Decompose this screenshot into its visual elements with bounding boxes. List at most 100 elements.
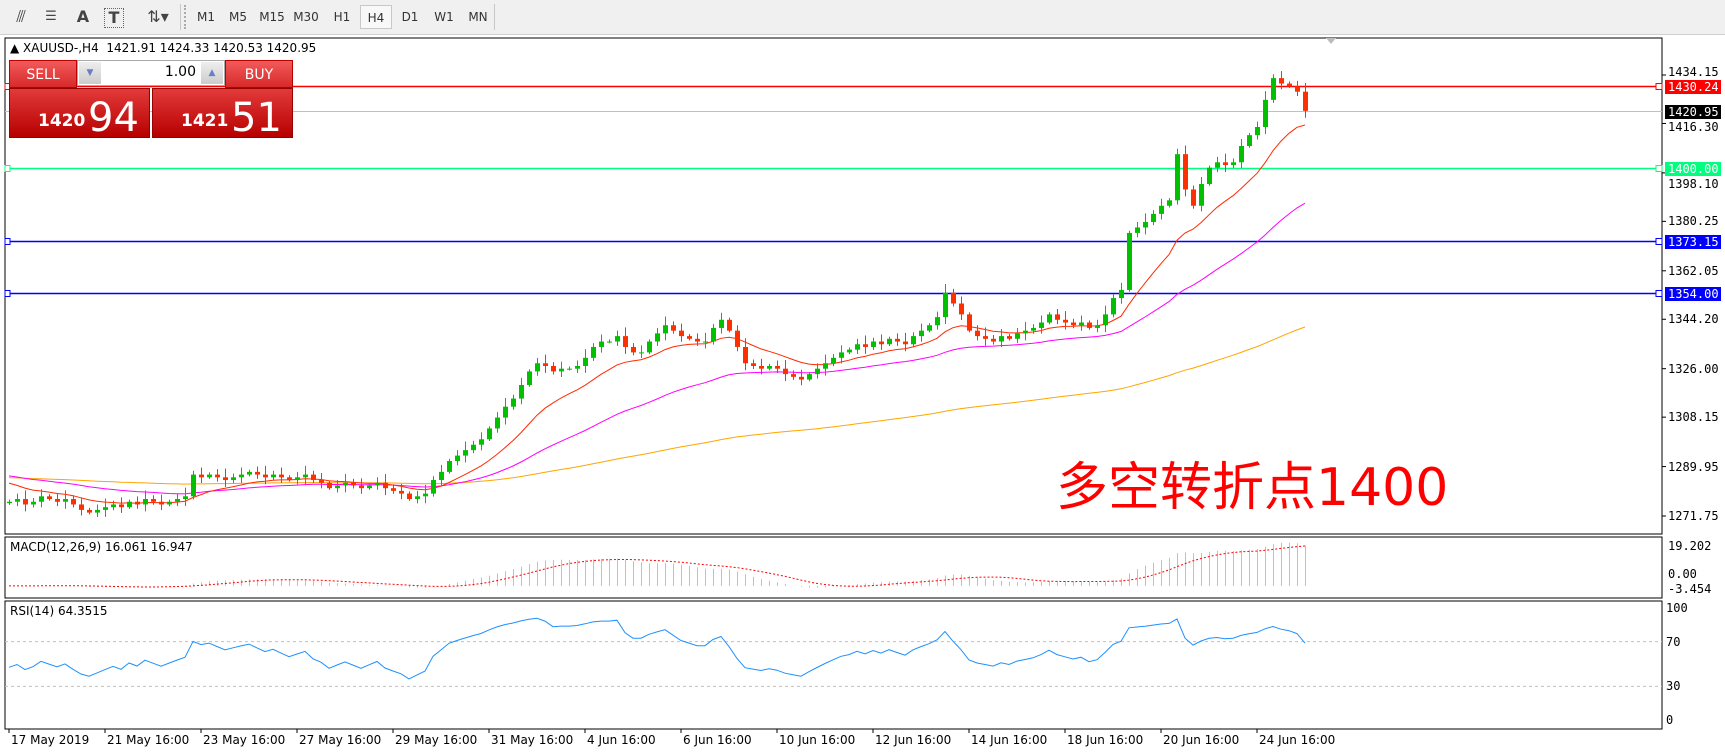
candle-body [31, 501, 36, 505]
rsi-label: RSI(14) 64.3515 [10, 604, 108, 618]
increase-lot-icon[interactable]: ▲ [201, 62, 223, 84]
candle-body [103, 507, 108, 510]
candle-body [967, 314, 972, 331]
candle-body [231, 477, 236, 481]
toolbar-grip[interactable] [184, 5, 188, 29]
time-axis-label: 17 May 2019 [11, 733, 90, 747]
candle-body [1119, 289, 1124, 299]
candle-body [1263, 99, 1268, 128]
sell-price-pips: 94 [88, 95, 139, 141]
bid-price-tag: 1420.95 [1665, 104, 1721, 119]
decrease-lot-icon[interactable]: ▼ [79, 62, 101, 84]
time-axis-label: 14 Jun 16:00 [971, 733, 1048, 747]
level-handle [4, 165, 11, 172]
time-axis-label: 18 Jun 16:00 [1067, 733, 1144, 747]
candle-body [887, 338, 892, 345]
price-axis-label: 1362.05 [1668, 263, 1719, 278]
candle-body [1031, 327, 1036, 331]
candle-body [1191, 189, 1196, 206]
buy-price-prefix: 1421 [181, 111, 229, 131]
candle-body [647, 341, 652, 353]
candle-body [151, 499, 156, 502]
candle-body [1055, 314, 1060, 320]
candle-body [495, 417, 500, 429]
candle-body [263, 474, 268, 478]
timeframe-m15[interactable]: M15 [259, 10, 285, 24]
price-axis-label: 1271.75 [1668, 509, 1719, 523]
lot-size-input[interactable]: 1.00 [164, 64, 196, 80]
candle-body [991, 338, 996, 342]
candle-body [527, 371, 532, 385]
collapse-triangle-icon[interactable]: ▲ [10, 41, 24, 55]
level-price-tag: 1400.00 [1665, 161, 1721, 176]
candle-body [791, 374, 796, 377]
sell-price-button[interactable]: 1420 94 [9, 88, 150, 141]
candle-body [1199, 184, 1204, 206]
candle-body [207, 474, 212, 478]
timeframe-h1[interactable]: H1 [333, 10, 351, 24]
buy-button[interactable]: BUY [225, 60, 293, 88]
price-axis-label: 1344.20 [1668, 312, 1719, 327]
candle-body [927, 325, 932, 331]
buy-price-button[interactable]: 1421 51 [152, 88, 293, 141]
candle-body [719, 319, 724, 328]
fibonacci-icon[interactable]: ☰ [45, 9, 57, 24]
ohlc-values: 1421.91 1424.33 1420.53 1420.95 [106, 41, 317, 55]
sell-button[interactable]: SELL [9, 60, 77, 88]
one-click-trading-panel: SELL ▼ 1.00 ▲ BUY 1420 94 1421 51 [9, 60, 293, 141]
candle-body [255, 471, 260, 475]
candle-body [943, 292, 948, 318]
candle-body [79, 504, 84, 510]
candle-body [631, 346, 636, 353]
candle-body [551, 365, 556, 372]
annotation-text: 多空转折点1400 [1056, 458, 1449, 518]
candle-body [335, 485, 340, 489]
text-label-icon[interactable]: T [104, 8, 124, 28]
candle-body [15, 499, 20, 502]
level-price-tag: 1430.24 [1665, 79, 1721, 94]
timeframe-m5[interactable]: M5 [229, 10, 247, 24]
candle-body [319, 480, 324, 483]
price-axis-label: 1416.30 [1668, 119, 1719, 134]
candle-body [1079, 322, 1084, 326]
elliott-wave-icon[interactable]: ⫻ [16, 7, 26, 26]
candle-body [599, 341, 604, 347]
time-axis-label: 21 May 16:00 [107, 733, 190, 747]
candle-body [471, 444, 476, 451]
candle-body [359, 485, 364, 489]
price-axis-label: 1398.10 [1668, 176, 1719, 191]
chart-header: ▲ XAUUSD-,H4 1421.91 1424.33 1420.53 142… [10, 41, 316, 55]
candle-body [143, 499, 148, 505]
candle-body [55, 499, 60, 502]
candle-body [159, 501, 164, 505]
candle-body [767, 365, 772, 369]
candle-body [607, 341, 612, 343]
time-axis-label: 29 May 16:00 [395, 733, 478, 747]
candle-body [615, 336, 620, 342]
buy-price-pips: 51 [231, 95, 282, 141]
candle-body [1143, 222, 1148, 228]
text-icon[interactable]: A [76, 7, 90, 26]
time-axis-label: 23 May 16:00 [203, 733, 286, 747]
candle-body [383, 482, 388, 489]
candle-body [135, 501, 140, 505]
candle-body [839, 352, 844, 358]
arrows-icon[interactable]: ⇅▾ [147, 7, 169, 26]
timeframe-mn[interactable]: MN [468, 10, 488, 24]
rsi-axis-label: 30 [1666, 679, 1681, 694]
timeframe-m30[interactable]: M30 [293, 10, 319, 24]
candle-body [1151, 213, 1156, 223]
timeframe-h4[interactable]: H4 [360, 5, 392, 29]
candle-body [1159, 205, 1164, 214]
price-axis-label: 1380.25 [1668, 214, 1719, 229]
timeframe-m1[interactable]: M1 [197, 10, 215, 24]
timeframe-d1[interactable]: D1 [401, 10, 419, 24]
macd-axis-label: 19.202 [1668, 539, 1712, 553]
candle-body [343, 482, 348, 486]
candle-body [47, 496, 52, 500]
timeframe-w1[interactable]: W1 [434, 10, 454, 24]
level-price-tag: 1354.00 [1665, 286, 1721, 301]
level-price-tag: 1373.15 [1665, 234, 1721, 249]
candle-body [903, 341, 908, 345]
